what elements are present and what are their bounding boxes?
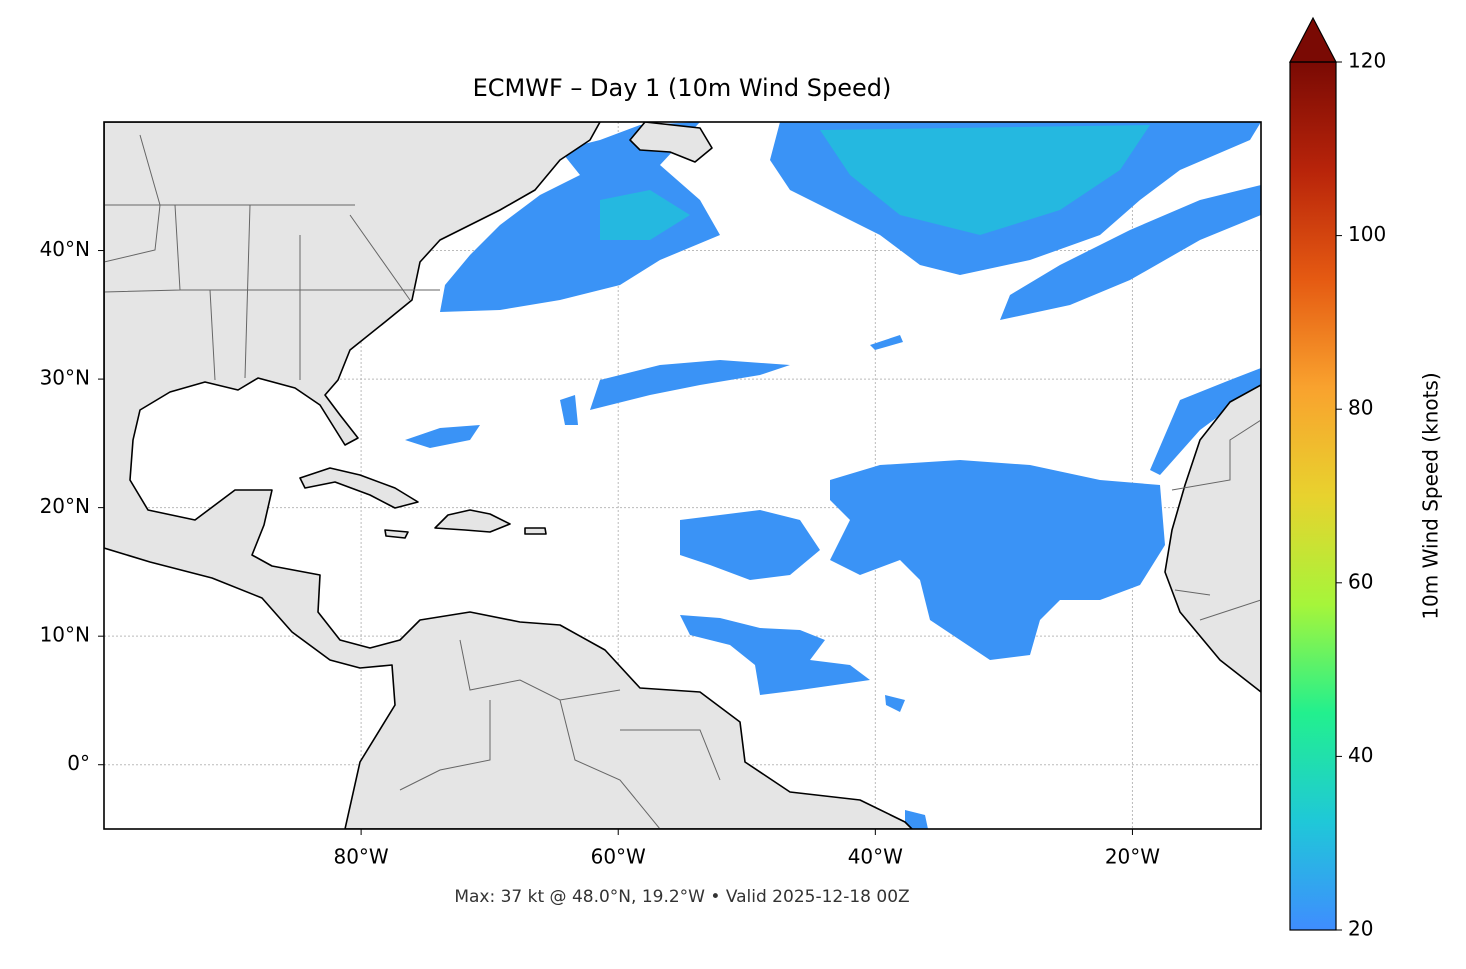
x-tick-label: 40°W (848, 845, 903, 869)
land-americas (104, 122, 913, 829)
wind-area (885, 695, 905, 712)
wind-area (820, 125, 1150, 235)
border (399, 639, 721, 829)
wind-area (440, 122, 720, 312)
colorbar-label: 10m Wind Speed (knots) (1419, 372, 1443, 619)
border (1171, 419, 1261, 621)
colorbar-tick-label: 20 (1348, 917, 1373, 941)
map-area (104, 122, 1261, 829)
wind-area (600, 190, 690, 240)
y-tick-label: 40°N (40, 237, 90, 261)
colorbar-frame (1289, 61, 1337, 931)
y-tick-label: 30°N (40, 366, 90, 390)
wind-area (830, 460, 1165, 660)
wind-area (590, 360, 790, 410)
land-hispaniola (434, 509, 511, 533)
y-tick-label: 10°N (40, 623, 90, 647)
colorbar-tick-label: 40 (1348, 743, 1373, 767)
borders (104, 134, 1261, 829)
wind-area (405, 425, 480, 448)
colorbar: 20 40 60 80 100 120 (1289, 16, 1386, 941)
wind-area (560, 395, 578, 425)
footer-note: Max: 37 kt @ 48.0°N, 19.2°W • Valid 2025… (454, 887, 909, 907)
chart-title: ECMWF – Day 1 (10m Wind Speed) (473, 74, 892, 102)
wind-area (870, 335, 903, 350)
y-tick-label: 0° (67, 751, 90, 775)
x-tick-label: 80°W (333, 845, 388, 869)
x-tick-label: 20°W (1105, 845, 1160, 869)
colorbar-tick-label: 80 (1348, 396, 1373, 420)
land-cuba (299, 467, 419, 509)
y-tick-label: 20°N (40, 494, 90, 518)
wind-area (680, 510, 820, 580)
axes: 80°W 60°W 40°W 20°W 0° 10°N 20°N 30°N 40°N (40, 237, 1161, 868)
colorbar-fill (1290, 62, 1336, 930)
land-africa (1164, 384, 1261, 693)
land-puerto-rico (524, 527, 547, 535)
wind-field (405, 122, 1261, 829)
land-jamaica (384, 529, 409, 539)
wind-area (680, 615, 870, 695)
wind-area (905, 810, 928, 829)
x-tick-label: 60°W (591, 845, 646, 869)
wind-area (1150, 368, 1261, 475)
colorbar-extension (1289, 16, 1337, 63)
wind-area (1000, 185, 1261, 320)
plot-frame (103, 121, 1262, 830)
border (104, 134, 440, 381)
land-newfoundland (629, 122, 713, 163)
colorbar-tick-label: 60 (1348, 569, 1373, 593)
colorbar-tick-label: 120 (1348, 49, 1386, 73)
colorbar-tick-label: 100 (1348, 222, 1386, 246)
